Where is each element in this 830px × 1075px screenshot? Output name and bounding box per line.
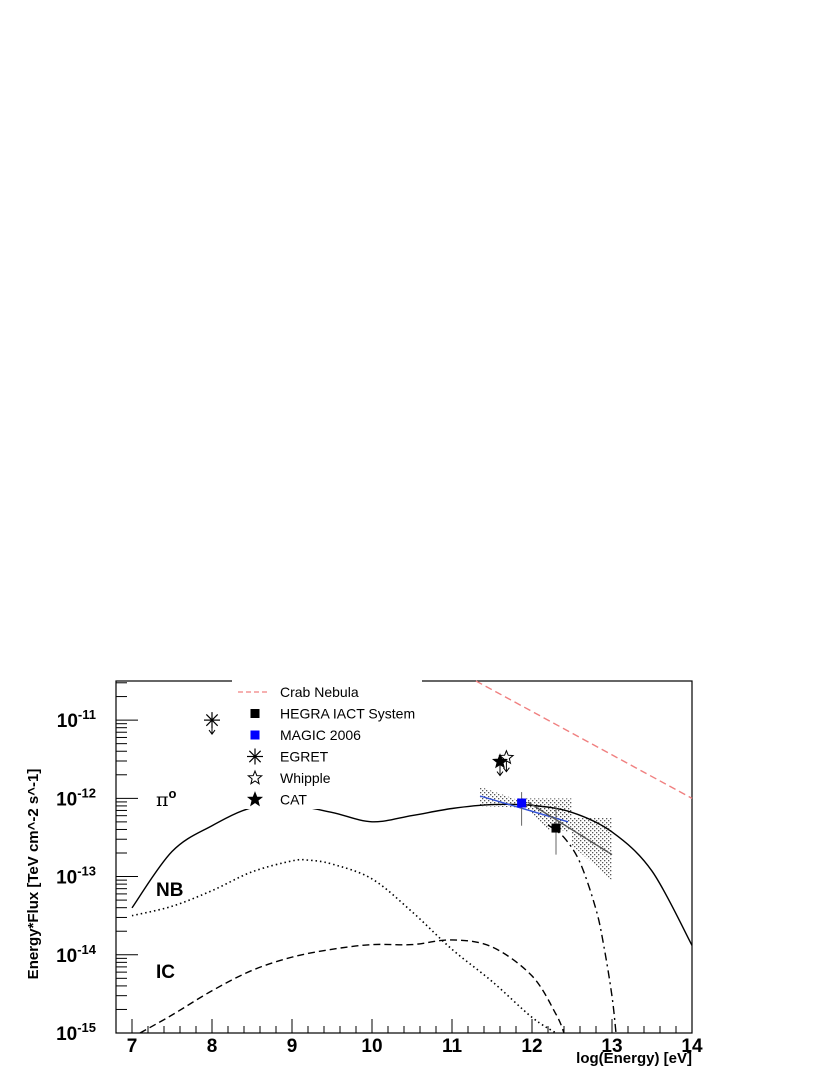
y-axis-title: Energy*Flux [TeV cm^-2 s^-1] [25, 769, 42, 980]
legend-label: CAT [280, 792, 307, 808]
legend-marker-filled-star [246, 791, 264, 807]
legend: Crab Nebula HEGRA IACT System MAGIC 2006 EG… [232, 677, 422, 809]
series-line [131, 858, 557, 1034]
data-point-square [551, 823, 561, 833]
legend-marker-square [250, 709, 260, 718]
error-band [480, 786, 568, 834]
series-line [527, 801, 613, 856]
legend-label: HEGRA IACT System [280, 706, 415, 722]
legend-box [232, 677, 422, 809]
upper-limit-arrow [496, 771, 504, 777]
x-tick-label: 13 [601, 1036, 622, 1057]
axis-ticks: 7 8 9 10 11 12 13 14 10-11 10-12 10-13 10-14 10-15 [56, 682, 703, 1057]
legend-marker-open-star [246, 769, 264, 785]
error-bands [480, 786, 612, 881]
data-point-square [517, 798, 527, 808]
y-tick-label: 10-12 [56, 785, 96, 810]
series-line [131, 803, 693, 946]
series-line [479, 795, 569, 823]
upper-limit-arrow [208, 729, 216, 735]
asterisk-stroke [248, 750, 262, 763]
upper-limit-arrow [502, 767, 510, 773]
x-tick-label: 7 [127, 1036, 138, 1057]
model-curves [131, 680, 693, 1034]
region-annotations: πo NB IC [156, 786, 183, 983]
data-point-filled-star [491, 753, 509, 769]
series-line [475, 680, 693, 799]
x-tick-label: 9 [287, 1036, 298, 1057]
x-tick-label: 8 [207, 1036, 218, 1057]
legend-label: EGRET [280, 749, 329, 765]
series-line [547, 824, 617, 1034]
data-points [204, 712, 561, 855]
y-tick-label: 10-13 [56, 864, 96, 889]
series-line [139, 939, 565, 1034]
legend-marker-square [250, 730, 260, 740]
y-tick-label: 10-14 [56, 942, 97, 967]
y-tick-label: 10-15 [56, 1020, 96, 1045]
x-axis-title: log(Energy) [eV] [576, 1050, 692, 1067]
y-tick-label: 10-11 [57, 707, 96, 732]
annotation-ic: IC [156, 962, 175, 983]
data-point-open-star [498, 749, 515, 765]
x-tick-label: 10 [361, 1036, 382, 1057]
asterisk-stroke [205, 714, 219, 727]
x-tick-label: 12 [521, 1036, 542, 1057]
data-point-asterisk [204, 712, 220, 729]
legend-marker-asterisk [247, 748, 263, 765]
x-tick-label: 14 [681, 1036, 703, 1057]
legend-label: MAGIC 2006 [280, 727, 361, 743]
x-tick-label: 11 [442, 1036, 463, 1057]
annotation-nb: NB [156, 880, 183, 901]
legend-label: Whipple [280, 770, 331, 786]
legend-label: Crab Nebula [280, 684, 359, 700]
annotation-pi0: πo [156, 786, 177, 811]
